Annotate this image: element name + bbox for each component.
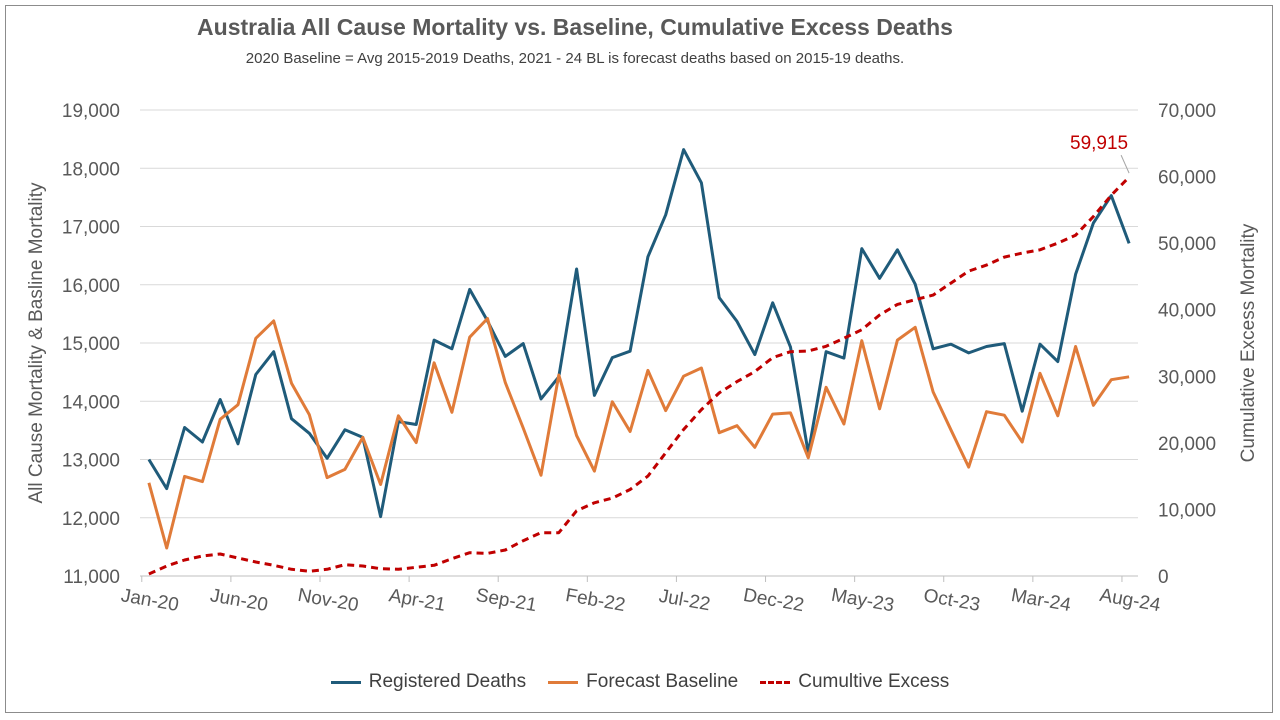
y2-tick-label: 40,000	[1158, 301, 1216, 322]
y-tick-label: 13,000	[62, 451, 120, 472]
legend-swatch-forecast-baseline	[548, 680, 579, 684]
y2-tick-label: 50,000	[1158, 234, 1216, 255]
legend-label-registered-deaths: Registered Deaths	[368, 671, 527, 692]
series-line-registered-deaths	[147, 148, 1131, 519]
x-tick-label: Jun-20	[209, 585, 270, 616]
x-tick-label: Feb-22	[564, 585, 627, 616]
legend-item-registered-deaths: Registered Deaths	[330, 671, 527, 693]
x-tick-label: Mar-24	[1009, 585, 1072, 616]
y2-tick-label: 70,000	[1158, 101, 1216, 122]
y-tick-label: 15,000	[62, 334, 120, 355]
x-tick-label: Apr-21	[387, 585, 447, 616]
series-line-cumultive-excess	[148, 176, 1131, 576]
y2-axis-title: Cumulative Excess Mortality	[1238, 223, 1259, 462]
legend-swatch-cumulative-excess	[760, 680, 791, 684]
y2-tick-label: 0	[1158, 567, 1169, 588]
y-axis-title: All Cause Mortality & Basline Mortality	[26, 182, 47, 503]
y2-tick-label: 60,000	[1158, 168, 1216, 189]
chart-frame	[5, 5, 1273, 713]
y-tick-label: 19,000	[62, 101, 120, 122]
series-line-forecast-baseline	[147, 317, 1130, 550]
x-tick-label: Nov-20	[296, 585, 360, 616]
x-tick-label: Sep-21	[474, 585, 538, 616]
y-tick-label: 12,000	[62, 509, 120, 530]
x-tick-label: Aug-24	[1098, 585, 1162, 616]
y-tick-label: 16,000	[62, 276, 120, 297]
x-tick-label: May-23	[830, 585, 896, 617]
legend-label-cumulative-excess: Cumultive Excess	[798, 671, 950, 692]
y2-tick-label: 10,000	[1158, 500, 1216, 521]
x-tick-label: Jan-20	[119, 585, 180, 616]
x-tick-label: Oct-23	[922, 585, 982, 616]
y-tick-label: 17,000	[62, 218, 120, 239]
legend-swatch-registered-deaths	[330, 680, 361, 684]
y-tick-label: 11,000	[63, 567, 120, 588]
chart-legend: Registered Deaths Forecast Baseline Cumu…	[0, 671, 1280, 693]
x-tick-label: Jul-22	[657, 586, 712, 616]
annotation-leader	[1120, 154, 1130, 174]
x-tick-label: Dec-22	[742, 585, 806, 616]
chart-title: Australia All Cause Mortality vs. Baseli…	[197, 14, 953, 40]
y2-tick-label: 20,000	[1158, 434, 1216, 455]
y2-tick-label: 30,000	[1158, 367, 1216, 388]
legend-item-forecast-baseline: Forecast Baseline	[548, 671, 738, 693]
y-tick-label: 18,000	[62, 159, 120, 180]
legend-item-cumulative-excess: Cumultive Excess	[760, 671, 949, 693]
annotation-label: 59,915	[1070, 133, 1128, 154]
y-tick-label: 14,000	[62, 392, 120, 413]
legend-label-forecast-baseline: Forecast Baseline	[586, 671, 739, 692]
chart-subtitle: 2020 Baseline = Avg 2015-2019 Deaths, 20…	[245, 50, 905, 67]
